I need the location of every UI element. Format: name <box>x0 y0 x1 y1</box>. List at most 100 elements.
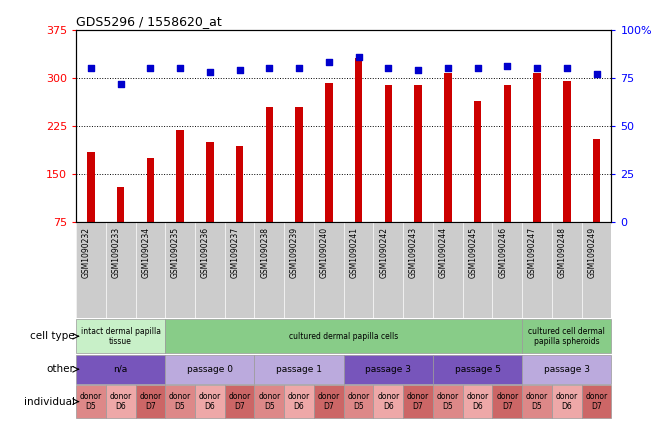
Bar <box>87 151 95 222</box>
Bar <box>373 385 403 418</box>
Bar <box>474 102 481 222</box>
Bar <box>522 355 611 384</box>
Text: GSM1090233: GSM1090233 <box>112 227 121 278</box>
Text: cell type: cell type <box>30 331 75 341</box>
Bar <box>433 355 522 384</box>
Text: GSM1090249: GSM1090249 <box>588 227 597 278</box>
Bar <box>106 385 136 418</box>
Bar <box>414 85 422 222</box>
Text: GSM1090239: GSM1090239 <box>290 227 299 278</box>
Point <box>412 67 424 74</box>
Text: other: other <box>47 364 75 374</box>
Bar <box>254 385 284 418</box>
Text: GSM1090248: GSM1090248 <box>558 227 567 278</box>
Bar <box>165 355 254 384</box>
Text: n/a: n/a <box>114 365 128 374</box>
Text: GSM1090241: GSM1090241 <box>350 227 359 278</box>
Text: donor
D6: donor D6 <box>467 392 488 411</box>
Text: donor
D7: donor D7 <box>586 392 607 411</box>
Bar <box>433 385 463 418</box>
Point <box>383 65 394 71</box>
Text: donor
D6: donor D6 <box>110 392 132 411</box>
Bar <box>522 385 552 418</box>
Text: intact dermal papilla
tissue: intact dermal papilla tissue <box>81 327 161 346</box>
Text: GSM1090247: GSM1090247 <box>528 227 537 278</box>
Bar <box>504 85 511 222</box>
Text: GSM1090234: GSM1090234 <box>141 227 151 278</box>
Point <box>592 71 602 77</box>
Text: donor
D5: donor D5 <box>348 392 369 411</box>
Text: donor
D6: donor D6 <box>377 392 399 411</box>
Point <box>145 65 156 71</box>
Point <box>502 63 513 69</box>
Text: donor
D7: donor D7 <box>318 392 340 411</box>
Point <box>264 65 275 71</box>
Bar <box>552 385 582 418</box>
Text: donor
D5: donor D5 <box>258 392 280 411</box>
Text: GSM1090235: GSM1090235 <box>171 227 180 278</box>
Bar <box>403 385 433 418</box>
Text: donor
D5: donor D5 <box>80 392 102 411</box>
Text: GSM1090232: GSM1090232 <box>82 227 91 278</box>
Bar <box>492 385 522 418</box>
Bar <box>254 355 344 384</box>
Point <box>205 69 215 75</box>
Bar <box>314 385 344 418</box>
Bar <box>165 319 522 354</box>
Text: passage 1: passage 1 <box>276 365 322 374</box>
Text: passage 3: passage 3 <box>544 365 590 374</box>
Point <box>562 65 572 71</box>
Text: GSM1090243: GSM1090243 <box>409 227 418 278</box>
Bar <box>206 142 214 222</box>
Bar <box>444 73 451 222</box>
Text: donor
D7: donor D7 <box>496 392 518 411</box>
Text: donor
D5: donor D5 <box>169 392 191 411</box>
Text: GSM1090237: GSM1090237 <box>231 227 240 278</box>
Text: cultured cell dermal
papilla spheroids: cultured cell dermal papilla spheroids <box>528 327 605 346</box>
Point <box>175 65 185 71</box>
Text: individual: individual <box>24 397 75 407</box>
Bar <box>76 355 165 384</box>
Text: passage 0: passage 0 <box>187 365 233 374</box>
Point <box>86 65 97 71</box>
Point <box>294 65 305 71</box>
Bar <box>463 385 492 418</box>
Bar <box>385 85 392 222</box>
Bar <box>295 107 303 222</box>
Text: donor
D6: donor D6 <box>288 392 310 411</box>
Text: GSM1090238: GSM1090238 <box>260 227 270 278</box>
Bar <box>344 385 373 418</box>
Text: GSM1090240: GSM1090240 <box>320 227 329 278</box>
Bar <box>136 385 165 418</box>
Bar <box>147 158 154 222</box>
Text: GSM1090242: GSM1090242 <box>379 227 389 278</box>
Bar <box>76 385 106 418</box>
Text: passage 5: passage 5 <box>455 365 500 374</box>
Text: donor
D6: donor D6 <box>199 392 221 411</box>
Bar <box>284 385 314 418</box>
Bar <box>344 355 433 384</box>
Text: donor
D7: donor D7 <box>229 392 251 411</box>
Bar <box>225 385 254 418</box>
Bar <box>533 73 541 222</box>
Bar <box>236 146 243 222</box>
Text: donor
D7: donor D7 <box>139 392 161 411</box>
Bar <box>325 83 332 222</box>
Text: passage 3: passage 3 <box>366 365 411 374</box>
Text: donor
D5: donor D5 <box>526 392 548 411</box>
Bar <box>195 385 225 418</box>
Point <box>235 67 245 74</box>
Point <box>443 65 453 71</box>
Bar <box>266 107 273 222</box>
Bar <box>165 385 195 418</box>
Text: GDS5296 / 1558620_at: GDS5296 / 1558620_at <box>76 16 221 28</box>
Bar <box>563 81 570 222</box>
Text: GSM1090245: GSM1090245 <box>469 227 478 278</box>
Point <box>473 65 483 71</box>
Bar <box>522 319 611 354</box>
Bar <box>593 139 600 222</box>
Point <box>324 59 334 66</box>
Text: GSM1090246: GSM1090246 <box>498 227 508 278</box>
Text: GSM1090236: GSM1090236 <box>201 227 210 278</box>
Bar <box>117 187 124 222</box>
